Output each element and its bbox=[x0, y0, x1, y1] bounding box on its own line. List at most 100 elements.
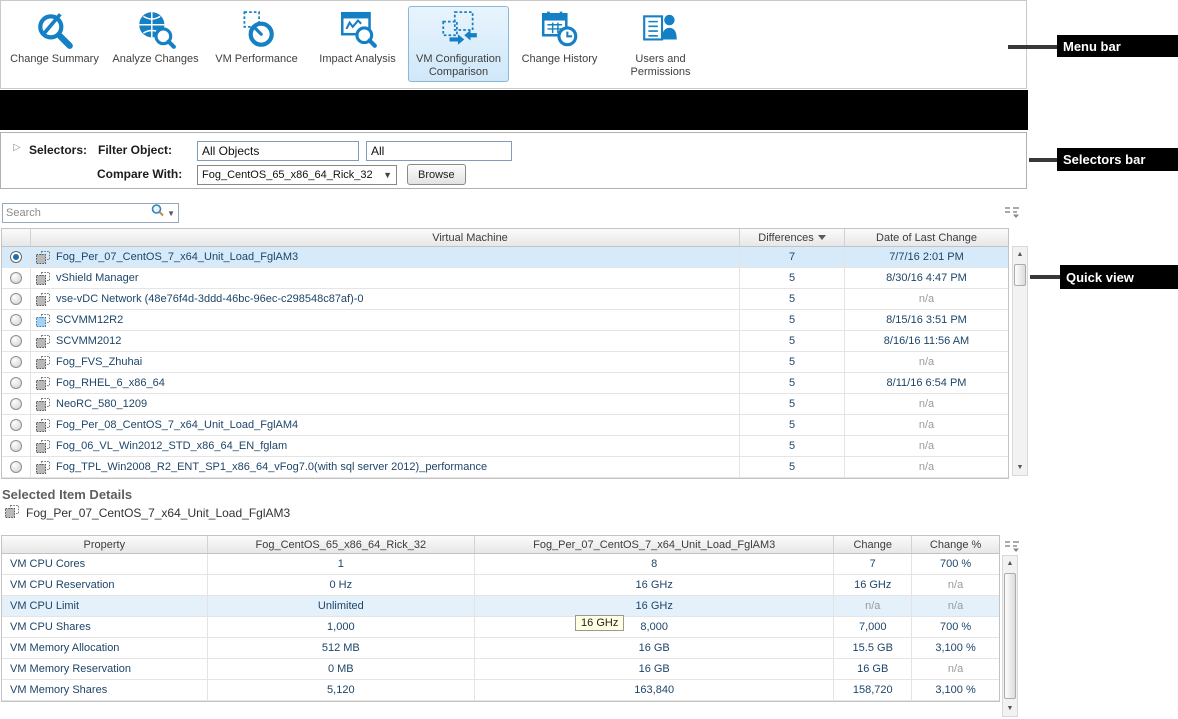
detail-row: VM Memory Reservation 0 MB 16 GB 16 GB n/a bbox=[2, 659, 999, 680]
selectors-label: Selectors: bbox=[29, 143, 88, 157]
details-customizer-icon[interactable] bbox=[1004, 539, 1020, 557]
menu-item-impact-analysis[interactable]: Impact Analysis bbox=[307, 6, 408, 82]
property-name: VM CPU Shares bbox=[10, 621, 91, 633]
menu-item-analyze-changes[interactable]: Analyze Changes bbox=[105, 6, 206, 82]
property-name: VM Memory Reservation bbox=[10, 663, 132, 675]
property-name: VM CPU Reservation bbox=[10, 579, 115, 591]
table-row[interactable]: Fog_Per_08_CentOS_7_x64_Unit_Load_FglAM4… bbox=[2, 415, 1008, 436]
date-value: 8/30/16 4:47 PM bbox=[844, 268, 1008, 288]
baseline-value: 5,120 bbox=[206, 680, 474, 700]
radio-column-header bbox=[2, 229, 30, 246]
table-row[interactable]: NeoRC_580_1209 5 n/a bbox=[2, 394, 1008, 415]
details-scrollbar[interactable]: ▲ ▼ bbox=[1002, 555, 1018, 717]
row-radio[interactable] bbox=[2, 314, 30, 326]
row-radio[interactable] bbox=[2, 419, 30, 431]
row-radio[interactable] bbox=[2, 377, 30, 389]
baseline-value: 1,000 bbox=[206, 617, 474, 637]
table-row[interactable]: SCVMM2012 5 8/16/16 11:56 AM bbox=[2, 331, 1008, 352]
chevron-down-icon: ▼ bbox=[383, 170, 392, 180]
differences-value: 7 bbox=[739, 247, 844, 267]
baseline-value: Unlimited bbox=[206, 596, 474, 616]
change-value: 16 GB bbox=[833, 659, 911, 679]
detail-row: VM Memory Allocation 512 MB 16 GB 15.5 GB 3,… bbox=[2, 638, 999, 659]
vm-table-scrollbar[interactable]: ▲ ▼ bbox=[1012, 246, 1028, 476]
table-customizer-icon[interactable] bbox=[1004, 205, 1020, 223]
row-radio[interactable] bbox=[2, 335, 30, 347]
selected-item: Fog_Per_07_CentOS_7_x64_Unit_Load_FglAM3 bbox=[4, 504, 290, 522]
search-input[interactable] bbox=[6, 207, 151, 219]
menu-item-label: Change Summary bbox=[10, 53, 99, 65]
table-row[interactable]: Fog_RHEL_6_x86_64 5 8/11/16 6:54 PM bbox=[2, 373, 1008, 394]
table-row[interactable]: Fog_TPL_Win2008_R2_ENT_SP1_x86_64_vFog7.… bbox=[2, 457, 1008, 478]
selectors-bar-callout: Selectors bar bbox=[1057, 148, 1178, 171]
change-value: 7 bbox=[833, 554, 911, 574]
vm-name: vse-vDC Network (48e76f4d-3ddd-46bc-96ec… bbox=[56, 293, 364, 305]
menu-item-users-permissions[interactable]: Users and Permissions bbox=[610, 6, 711, 82]
differences-value: 5 bbox=[739, 331, 844, 351]
scrollbar-thumb[interactable] bbox=[1014, 264, 1026, 286]
scrollbar-thumb[interactable] bbox=[1004, 573, 1016, 699]
details-title: Selected Item Details bbox=[2, 487, 133, 502]
row-radio[interactable] bbox=[2, 461, 30, 473]
scroll-down-button[interactable]: ▼ bbox=[1013, 460, 1027, 475]
row-radio[interactable] bbox=[2, 251, 30, 263]
row-radio[interactable] bbox=[2, 293, 30, 305]
menu-item-label: VM Performance bbox=[215, 53, 298, 65]
change-value: 7,000 bbox=[833, 617, 911, 637]
differences-value: 5 bbox=[739, 415, 844, 435]
details-table-header: Property Fog_CentOS_65_x86_64_Rick_32 Fo… bbox=[2, 536, 999, 554]
vm-name: Fog_RHEL_6_x86_64 bbox=[56, 377, 165, 389]
table-row[interactable]: Fog_06_VL_Win2012_STD_x86_64_EN_fglam 5 n/… bbox=[2, 436, 1008, 457]
menu-item-vm-configuration-comparison[interactable]: VM Configuration Comparison bbox=[408, 6, 509, 82]
change-pct-column-header[interactable]: Change % bbox=[911, 536, 999, 553]
compare-with-dropdown[interactable]: Fog_CentOS_65_x86_64_Rick_32 ▼ bbox=[197, 165, 397, 185]
menu-bar-callout-line bbox=[1008, 45, 1058, 49]
menu-item-vm-performance[interactable]: VM Performance bbox=[206, 6, 307, 82]
quick-view-callout: Quick view bbox=[1060, 265, 1178, 289]
table-row[interactable]: Fog_FVS_Zhuhai 5 n/a bbox=[2, 352, 1008, 373]
banner-bar bbox=[0, 90, 1028, 130]
filter-object-label: Filter Object: bbox=[98, 143, 173, 157]
virtual-machine-column-header[interactable]: Virtual Machine bbox=[30, 229, 739, 246]
table-row[interactable]: vShield Manager 5 8/30/16 4:47 PM bbox=[2, 268, 1008, 289]
filter-type-input[interactable] bbox=[366, 141, 512, 161]
change-summary-icon bbox=[34, 7, 76, 53]
scroll-down-button[interactable]: ▼ bbox=[1003, 701, 1017, 716]
search-icon[interactable] bbox=[150, 203, 165, 223]
row-radio[interactable] bbox=[2, 440, 30, 452]
row-radio[interactable] bbox=[2, 356, 30, 368]
menu-item-label: Impact Analysis bbox=[319, 53, 396, 65]
expander-icon[interactable]: ▷ bbox=[13, 142, 21, 153]
compared-column-header[interactable]: Fog_Per_07_CentOS_7_x64_Unit_Load_FglAM3 bbox=[474, 536, 833, 553]
change-column-header[interactable]: Change bbox=[833, 536, 911, 553]
vm-name: Fog_06_VL_Win2012_STD_x86_64_EN_fglam bbox=[56, 440, 288, 452]
property-column-header[interactable]: Property bbox=[83, 538, 126, 551]
property-name: VM Memory Shares bbox=[10, 684, 108, 696]
browse-button[interactable]: Browse bbox=[407, 164, 466, 185]
vm-icon bbox=[35, 271, 51, 286]
table-row[interactable]: Fog_Per_07_CentOS_7_x64_Unit_Load_FglAM3… bbox=[2, 247, 1008, 268]
row-radio[interactable] bbox=[2, 398, 30, 410]
change-pct-value: 3,100 % bbox=[911, 680, 999, 700]
search-options-caret-icon[interactable]: ▼ bbox=[167, 208, 175, 218]
menu-item-label: VM Configuration Comparison bbox=[416, 53, 501, 78]
table-row[interactable]: vse-vDC Network (48e76f4d-3ddd-46bc-96ec… bbox=[2, 289, 1008, 310]
scroll-up-button[interactable]: ▲ bbox=[1003, 556, 1017, 571]
row-radio[interactable] bbox=[2, 272, 30, 284]
baseline-value: 0 MB bbox=[206, 659, 474, 679]
differences-value: 5 bbox=[739, 289, 844, 309]
change-value: 158,720 bbox=[833, 680, 911, 700]
filter-object-input[interactable] bbox=[197, 141, 359, 161]
differences-value: 5 bbox=[739, 457, 844, 477]
baseline-column-header[interactable]: Fog_CentOS_65_x86_64_Rick_32 bbox=[206, 536, 474, 553]
date-value: n/a bbox=[844, 394, 1008, 414]
menu-item-change-history[interactable]: Change History bbox=[509, 6, 610, 82]
table-row[interactable]: SCVMM12R2 5 8/15/16 3:51 PM bbox=[2, 310, 1008, 331]
vm-name: Fog_Per_08_CentOS_7_x64_Unit_Load_FglAM4 bbox=[56, 419, 299, 431]
differences-column-header[interactable]: Differences bbox=[739, 229, 844, 246]
date-value: n/a bbox=[844, 436, 1008, 456]
scroll-up-button[interactable]: ▲ bbox=[1013, 247, 1027, 262]
date-column-header[interactable]: Date of Last Change bbox=[844, 229, 1008, 246]
differences-value: 5 bbox=[739, 373, 844, 393]
menu-item-change-summary[interactable]: Change Summary bbox=[4, 6, 105, 82]
